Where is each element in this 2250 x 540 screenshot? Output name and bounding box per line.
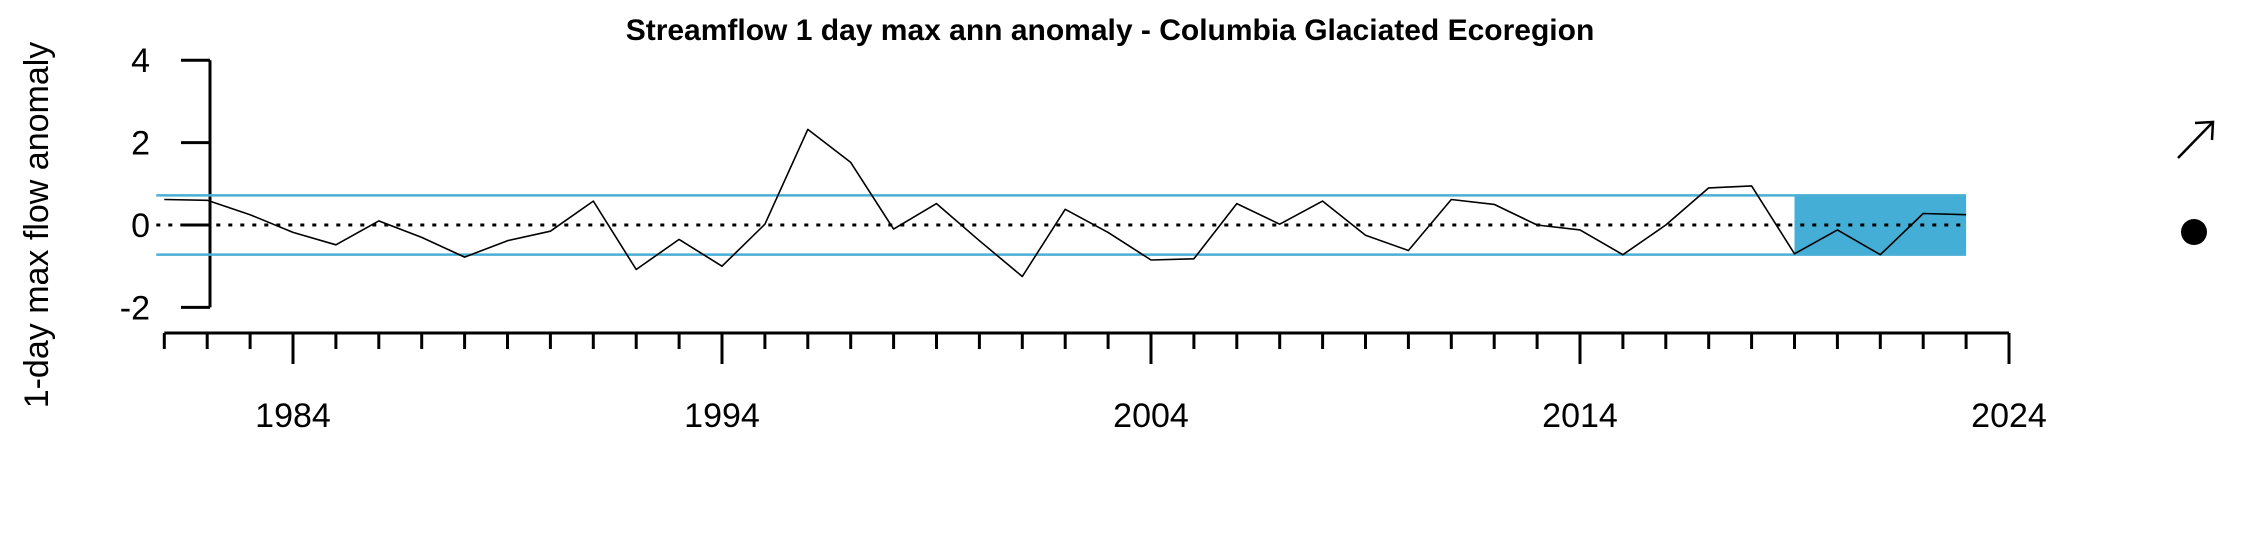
trend-arrow-head-icon	[2194, 120, 2215, 141]
y-tick-label: 0	[131, 207, 150, 245]
x-tick-label: 1994	[684, 397, 760, 435]
x-tick-label: 2014	[1542, 397, 1618, 435]
chart-title: Streamflow 1 day max ann anomaly - Colum…	[626, 14, 1595, 47]
recent-period-shading	[1794, 195, 1967, 255]
y-tick-label: 4	[131, 42, 150, 80]
status-markers	[2177, 120, 2215, 245]
x-tick-label: 2004	[1113, 397, 1189, 435]
x-axis: 1984 1994 2004 2014 2024	[162, 331, 2047, 435]
x-tick-label: 2024	[1971, 397, 2047, 435]
y-tick-label: -2	[120, 289, 150, 327]
status-dot-icon	[2181, 219, 2207, 245]
trend-arrow-icon	[2177, 121, 2214, 159]
y-axis: -2 0 2 4	[120, 42, 212, 327]
x-tick-label: 1984	[255, 397, 331, 435]
y-tick-label: 2	[131, 125, 150, 163]
y-axis-label: 1-day max flow anomaly	[18, 42, 56, 409]
plot-area	[156, 128, 1967, 278]
